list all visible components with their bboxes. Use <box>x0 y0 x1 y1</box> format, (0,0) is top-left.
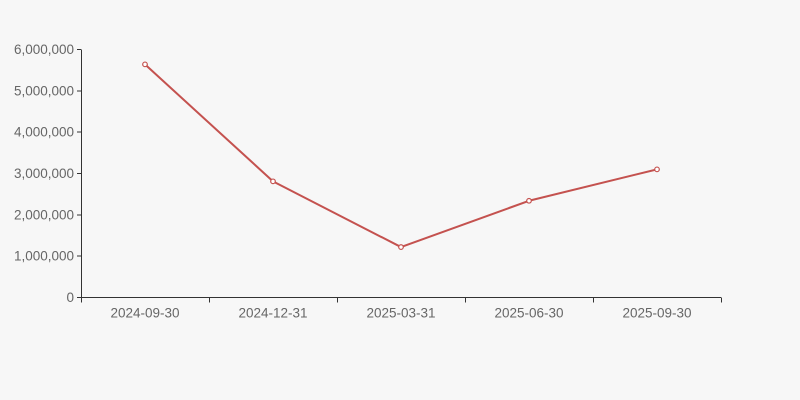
x-axis-tick-label: 2024-09-30 <box>110 306 179 321</box>
x-axis-tick-label: 2025-09-30 <box>622 306 691 321</box>
y-axis-tick-label: 1,000,000 <box>14 249 74 264</box>
data-point-marker[interactable] <box>398 244 404 250</box>
y-axis-tick-label: 6,000,000 <box>14 42 74 57</box>
data-point-marker[interactable] <box>654 166 660 173</box>
x-axis-tick-label: 2025-03-31 <box>366 306 435 321</box>
data-point-marker[interactable] <box>526 197 532 204</box>
y-axis-tick-label: 0 <box>66 290 74 305</box>
series-line <box>144 63 658 249</box>
y-axis-tick-label: 5,000,000 <box>14 83 74 98</box>
y-axis-tick-label: 3,000,000 <box>14 166 74 181</box>
y-axis-tick-label: 2,000,000 <box>14 207 74 222</box>
data-point-marker[interactable] <box>142 61 148 68</box>
data-point-marker[interactable] <box>270 178 276 185</box>
x-axis-tick-label: 2025-06-30 <box>494 306 563 321</box>
x-axis-tick-label: 2024-12-31 <box>238 306 307 321</box>
y-axis-tick-label: 4,000,000 <box>14 125 74 140</box>
